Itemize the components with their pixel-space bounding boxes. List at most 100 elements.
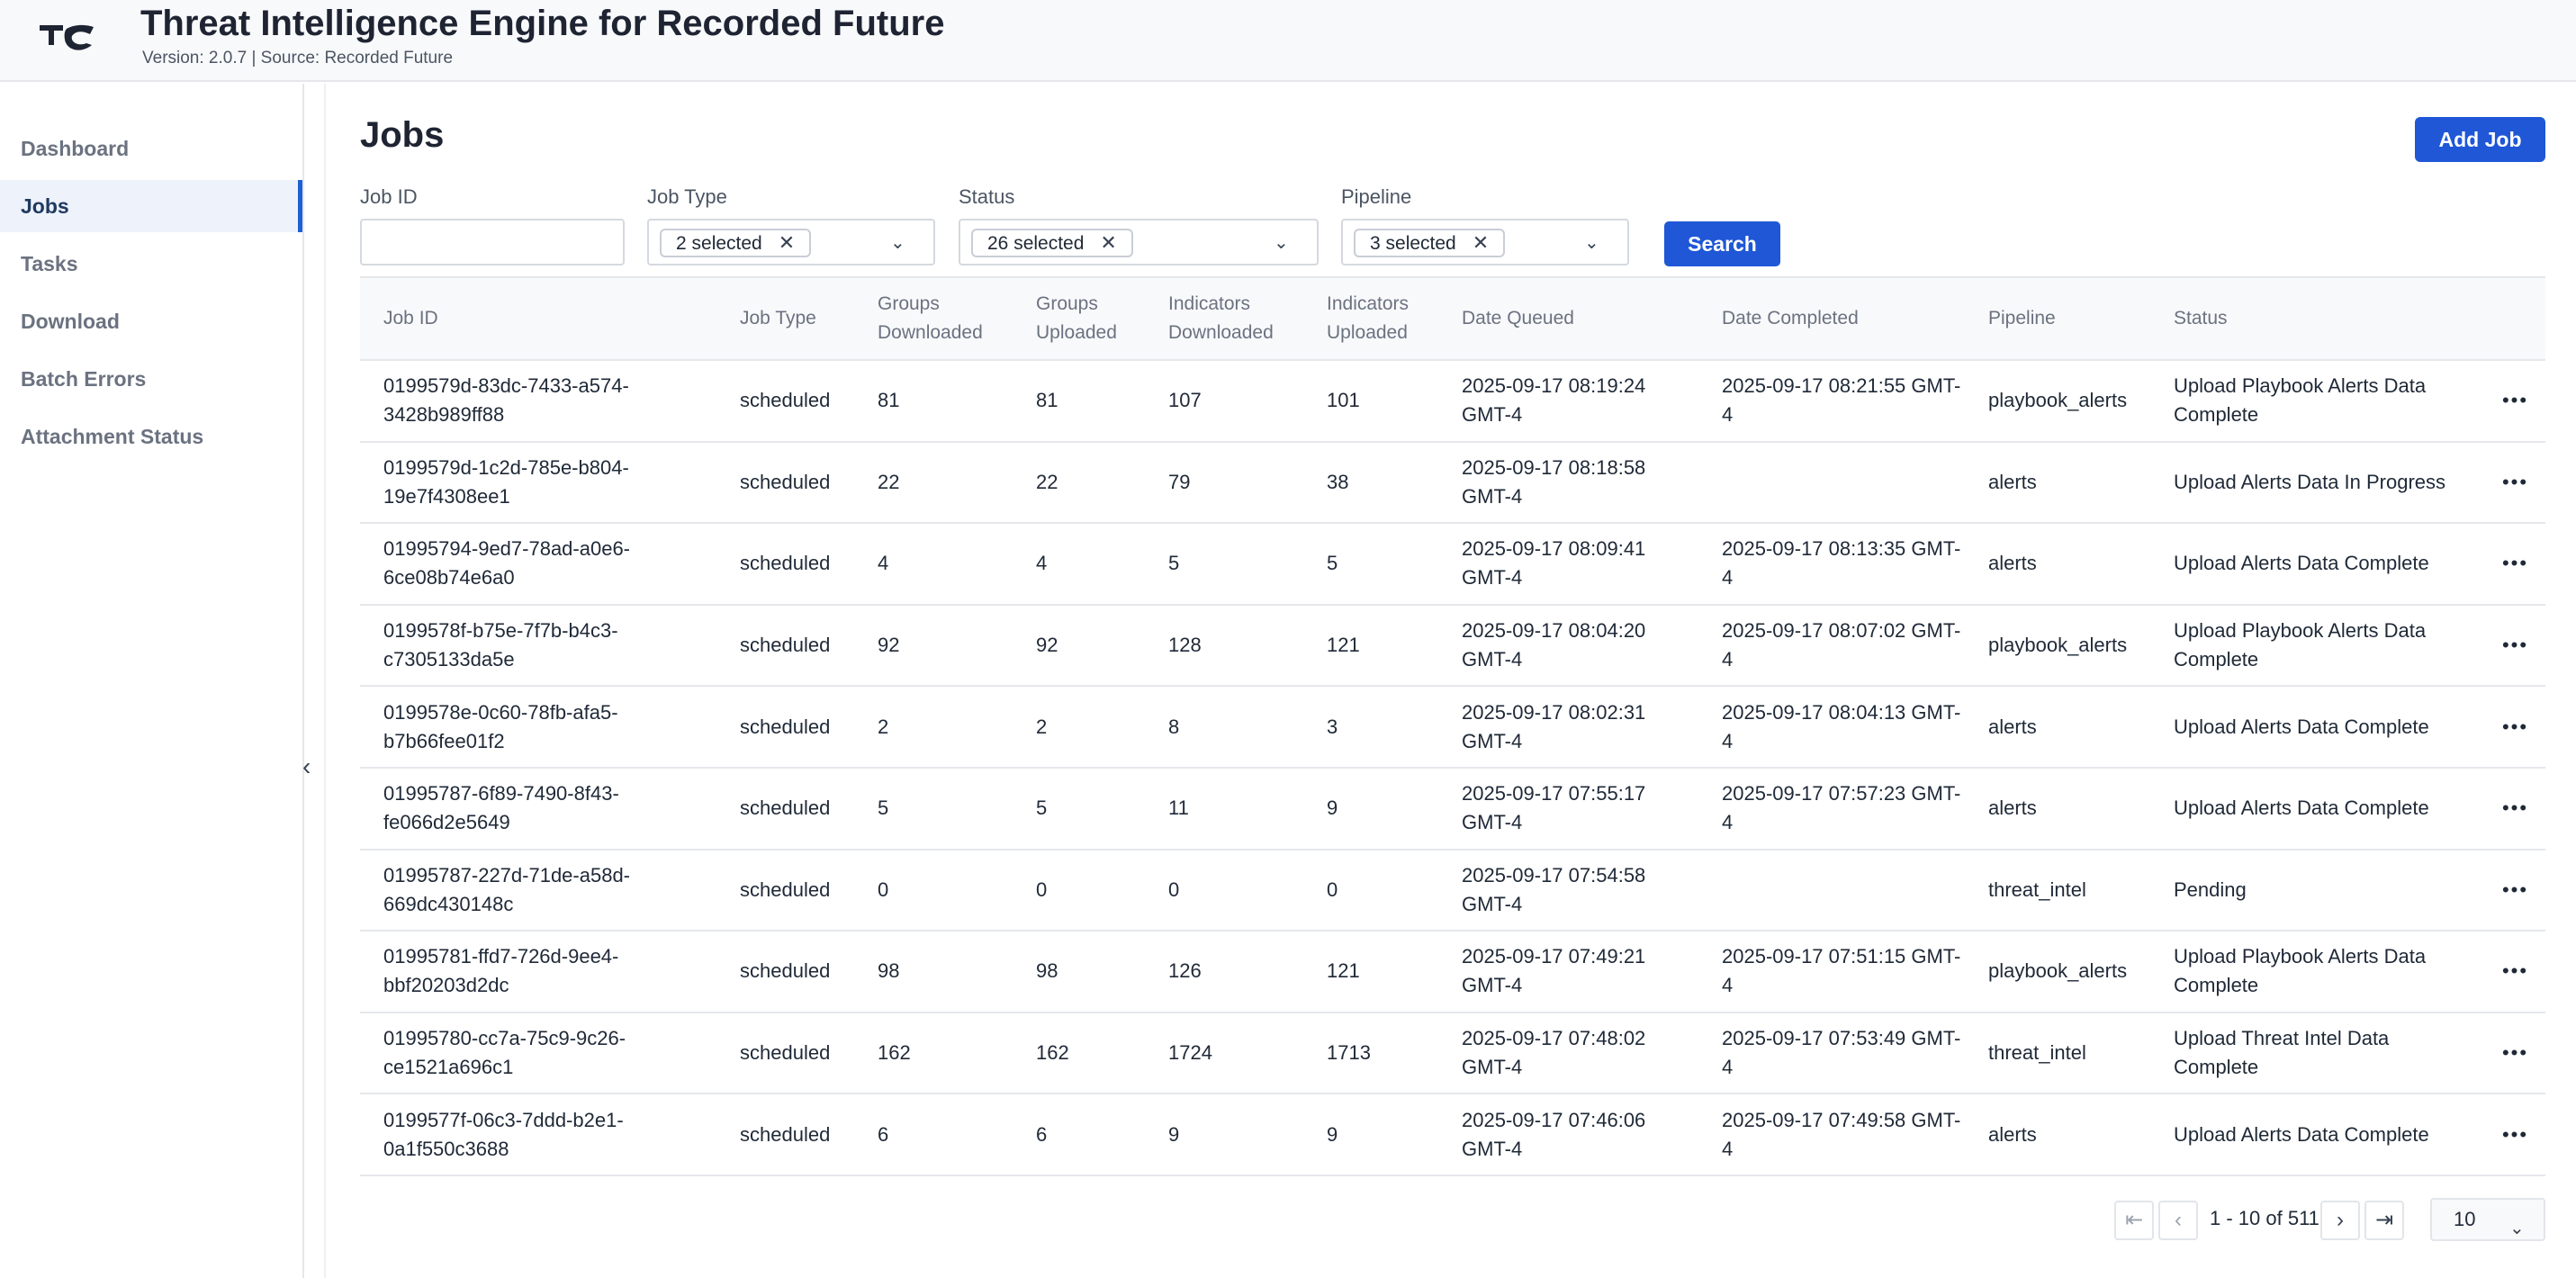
cell-groups-uploaded: 4: [1013, 523, 1145, 606]
last-page-icon[interactable]: ⇥: [2364, 1201, 2404, 1240]
cell-pipeline: playbook_alerts: [1965, 604, 2150, 688]
cell-indicators-downloaded: 9: [1145, 1094, 1303, 1176]
more-actions-icon[interactable]: •••: [2462, 523, 2545, 606]
more-actions-icon[interactable]: •••: [2462, 1094, 2545, 1176]
search-button[interactable]: Search: [1664, 221, 1780, 266]
table-row[interactable]: 0199577f-06c3-7ddd-b2e1-0a1f550c3688 sche…: [360, 1094, 2545, 1176]
cell-job-id: 01995780-cc7a-75c9-9c26-ce1521a696c1: [360, 1012, 716, 1095]
column-header-job-type[interactable]: Job Type: [716, 276, 854, 361]
pipeline-label: Pipeline: [1341, 185, 1412, 208]
column-header-status[interactable]: Status: [2150, 276, 2462, 361]
table-row[interactable]: 0199578f-b75e-7f7b-b4c3-c7305133da5e sche…: [360, 604, 2545, 688]
cell-job-type: scheduled: [716, 360, 854, 443]
table-row[interactable]: 01995781-ffd7-726d-9ee4-bbf20203d2dc sche…: [360, 931, 2545, 1013]
pipeline-chip: 3 selected ✕: [1354, 229, 1506, 257]
more-actions-icon[interactable]: •••: [2462, 1012, 2545, 1095]
table-row[interactable]: 0199579d-83dc-7433-a574-3428b989ff88 sche…: [360, 360, 2545, 443]
column-header-date-queued[interactable]: Date Queued: [1438, 276, 1698, 361]
cell-status: Upload Playbook Alerts Data Complete: [2150, 360, 2462, 443]
column-header-groups-uploaded[interactable]: Groups Uploaded: [1013, 276, 1145, 361]
page-title: Jobs: [360, 115, 445, 155]
job-type-select[interactable]: 2 selected ✕ ⌄: [647, 219, 935, 266]
sidebar-item-attachment-status[interactable]: Attachment Status: [21, 425, 204, 448]
sidebar-item-download[interactable]: Download: [21, 310, 120, 333]
cell-job-id: 0199578e-0c60-78fb-afa5-b7b66fee01f2: [360, 686, 716, 769]
pipeline-select[interactable]: 3 selected ✕ ⌄: [1341, 219, 1629, 266]
cell-pipeline: alerts: [1965, 686, 2150, 769]
app-title: Threat Intelligence Engine for Recorded …: [140, 4, 945, 43]
more-actions-icon[interactable]: •••: [2462, 931, 2545, 1013]
sidebar-item-jobs[interactable]: Jobs: [0, 180, 302, 232]
column-header-job-id[interactable]: Job ID: [360, 276, 716, 361]
cell-date-queued: 2025-09-17 08:19:24 GMT-4: [1438, 360, 1698, 443]
close-icon[interactable]: ✕: [1472, 231, 1490, 254]
cell-groups-uploaded: 162: [1013, 1012, 1145, 1095]
cell-pipeline: alerts: [1965, 767, 2150, 850]
cell-date-queued: 2025-09-17 08:04:20 GMT-4: [1438, 604, 1698, 688]
column-header-indicators-uploaded[interactable]: Indicators Uploaded: [1303, 276, 1438, 361]
column-header-actions: [2462, 276, 2545, 361]
column-header-groups-downloaded[interactable]: Groups Downloaded: [854, 276, 1013, 361]
status-label: Status: [959, 185, 1015, 208]
cell-pipeline: alerts: [1965, 441, 2150, 525]
cell-date-queued: 2025-09-17 07:46:06 GMT-4: [1438, 1094, 1698, 1176]
cell-job-id: 0199579d-83dc-7433-a574-3428b989ff88: [360, 360, 716, 443]
table-row[interactable]: 01995794-9ed7-78ad-a0e6-6ce08b74e6a0 sche…: [360, 523, 2545, 606]
cell-status: Pending: [2150, 849, 2462, 932]
cell-date-queued: 2025-09-17 07:55:17 GMT-4: [1438, 767, 1698, 850]
sidebar-divider: [302, 84, 304, 1278]
more-actions-icon[interactable]: •••: [2462, 360, 2545, 443]
table-row[interactable]: 0199579d-1c2d-785e-b804-19e7f4308ee1 sche…: [360, 441, 2545, 525]
sidebar-item-batch-errors[interactable]: Batch Errors: [21, 367, 147, 391]
next-page-icon[interactable]: ›: [2320, 1201, 2360, 1240]
cell-groups-downloaded: 98: [854, 931, 1013, 1013]
cell-indicators-uploaded: 121: [1303, 931, 1438, 1013]
table-row[interactable]: 0199578e-0c60-78fb-afa5-b7b66fee01f2 sche…: [360, 686, 2545, 769]
cell-groups-uploaded: 92: [1013, 604, 1145, 688]
add-job-button[interactable]: Add Job: [2415, 117, 2545, 162]
more-actions-icon[interactable]: •••: [2462, 849, 2545, 932]
more-actions-icon[interactable]: •••: [2462, 767, 2545, 850]
cell-status: Upload Threat Intel Data Complete: [2150, 1012, 2462, 1095]
column-header-date-completed[interactable]: Date Completed: [1698, 276, 1965, 361]
cell-status: Upload Alerts Data In Progress: [2150, 441, 2462, 525]
chevron-left-icon[interactable]: ‹: [302, 752, 311, 780]
page-size-select[interactable]: 10 ⌄: [2430, 1198, 2545, 1241]
table-row[interactable]: 01995787-6f89-7490-8f43-fe066d2e5649 sche…: [360, 767, 2545, 850]
cell-groups-downloaded: 81: [854, 360, 1013, 443]
status-select[interactable]: 26 selected ✕ ⌄: [959, 219, 1319, 266]
chevron-down-icon: ⌄: [890, 233, 905, 253]
more-actions-icon[interactable]: •••: [2462, 441, 2545, 525]
tc-logo-icon[interactable]: [36, 18, 95, 54]
more-actions-icon[interactable]: •••: [2462, 686, 2545, 769]
cell-status: Upload Alerts Data Complete: [2150, 767, 2462, 850]
cell-job-type: scheduled: [716, 931, 854, 1013]
cell-pipeline: playbook_alerts: [1965, 931, 2150, 1013]
cell-date-completed: 2025-09-17 08:04:13 GMT-4: [1698, 686, 1965, 769]
job-type-chip-label: 2 selected: [676, 233, 762, 254]
cell-groups-downloaded: 2: [854, 686, 1013, 769]
pagination-range: 1 - 10 of 511: [2210, 1207, 2319, 1229]
close-icon[interactable]: ✕: [778, 231, 796, 254]
column-header-indicators-downloaded[interactable]: Indicators Downloaded: [1145, 276, 1303, 361]
cell-job-type: scheduled: [716, 1012, 854, 1095]
table-row[interactable]: 01995787-227d-71de-a58d-669dc430148c sche…: [360, 849, 2545, 932]
column-header-pipeline[interactable]: Pipeline: [1965, 276, 2150, 361]
first-page-icon[interactable]: ⇤: [2114, 1201, 2154, 1240]
chevron-down-icon: ⌄: [1274, 233, 1289, 253]
cell-pipeline: threat_intel: [1965, 1012, 2150, 1095]
table-row[interactable]: 01995780-cc7a-75c9-9c26-ce1521a696c1 sche…: [360, 1012, 2545, 1095]
page-size-value: 10: [2454, 1208, 2476, 1230]
cell-date-completed: 2025-09-17 08:21:55 GMT-4: [1698, 360, 1965, 443]
cell-indicators-downloaded: 1724: [1145, 1012, 1303, 1095]
cell-date-completed: 2025-09-17 07:51:15 GMT-4: [1698, 931, 1965, 1013]
cell-date-completed: 2025-09-17 07:53:49 GMT-4: [1698, 1012, 1965, 1095]
cell-job-id: 01995787-227d-71de-a58d-669dc430148c: [360, 849, 716, 932]
sidebar-item-dashboard[interactable]: Dashboard: [21, 137, 130, 160]
more-actions-icon[interactable]: •••: [2462, 604, 2545, 688]
job-id-input[interactable]: [360, 219, 625, 266]
prev-page-icon[interactable]: ‹: [2158, 1201, 2198, 1240]
cell-groups-uploaded: 81: [1013, 360, 1145, 443]
sidebar-item-tasks[interactable]: Tasks: [21, 252, 78, 275]
close-icon[interactable]: ✕: [1100, 231, 1117, 254]
